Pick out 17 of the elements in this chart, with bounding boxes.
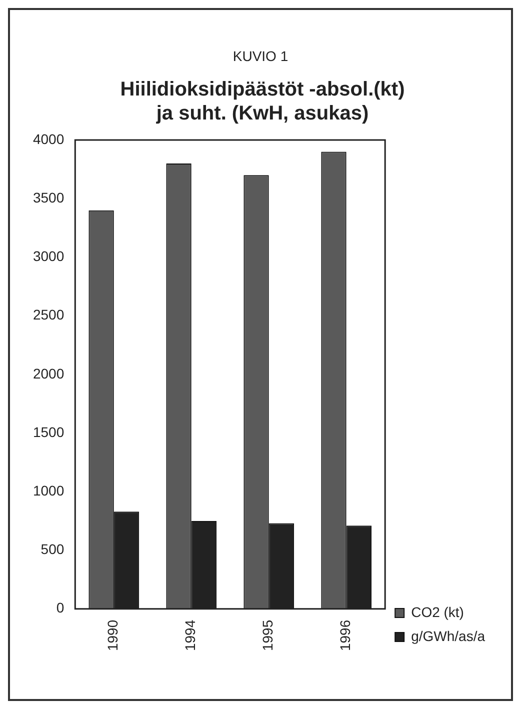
y-tick-label: 3500	[32, 189, 64, 206]
x-tick-label: 1990	[104, 620, 121, 652]
legend-label: g/GWh/as/a	[411, 628, 486, 644]
x-tick-label: 1994	[182, 620, 198, 652]
chart-title: Hiilidioksidipäästöt -absol.(kt) ja suht. (KwH, asukas)	[120, 78, 405, 125]
y-tick-label: 0	[56, 600, 64, 616]
x-tick-label: 1996	[337, 620, 354, 652]
legend-label: CO2 (kt)	[411, 604, 464, 620]
y-tick-label: 2500	[32, 306, 64, 323]
y-tick-label: 2000	[32, 365, 64, 382]
y-tick-label: 500	[40, 541, 64, 558]
y-tick-label: 1000	[32, 482, 64, 498]
y-tick-label: 1500	[32, 424, 64, 440]
chart-subtitle: KUVIO 1	[232, 47, 290, 66]
y-tick-label: 3000	[32, 248, 64, 264]
x-tick-label: 1995	[260, 620, 276, 652]
y-tick-label: 4000	[32, 130, 64, 147]
